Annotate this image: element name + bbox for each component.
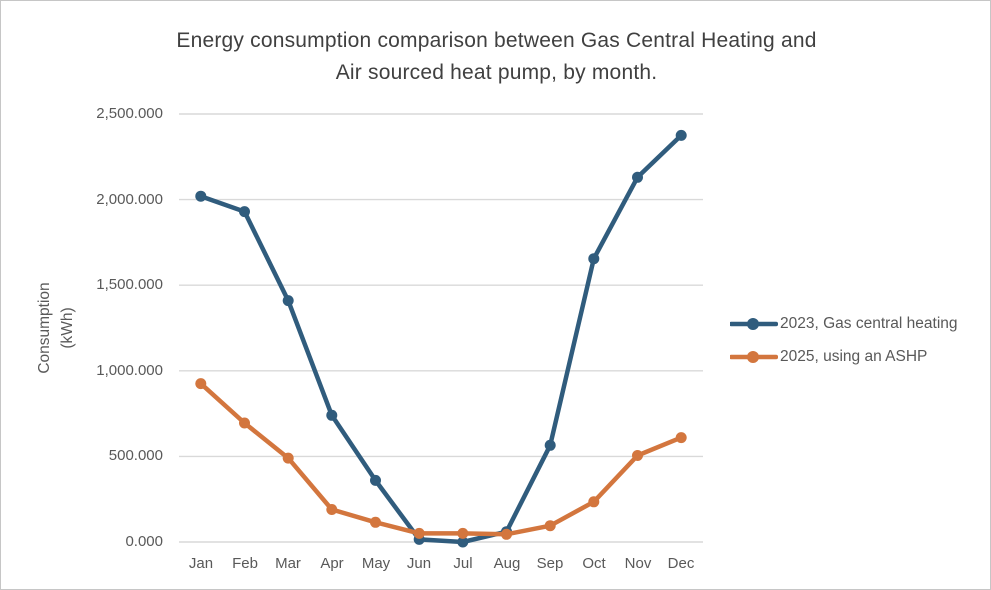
x-tick-label-Apr: Apr — [320, 555, 344, 572]
data-point-1-Oct — [588, 496, 600, 508]
data-point-0-Jan — [195, 190, 207, 202]
x-tick-label-Sep: Sep — [536, 555, 564, 572]
x-tick-label-Jul: Jul — [453, 555, 473, 572]
x-tick-label-Oct: Oct — [582, 555, 606, 572]
legend-label-0: 2023, Gas central heating — [780, 315, 958, 332]
y-tick-label-1000: 1,000.000 — [96, 362, 163, 379]
legend-dot — [747, 318, 759, 330]
data-point-1-Nov — [632, 450, 643, 461]
data-point-0-Apr — [326, 409, 338, 421]
data-point-1-Jun — [413, 527, 425, 539]
data-point-1-Dec — [675, 432, 687, 444]
chart-title-line-2: Air sourced heat pump, by month. — [335, 61, 658, 84]
y-tick-label-2500: 2,500.000 — [96, 105, 163, 122]
chart-title: Energy consumption comparison between Ga… — [1, 25, 990, 89]
legend-marker-icon — [730, 351, 778, 363]
series-line-0 — [198, 133, 684, 545]
x-tick-label-Jun: Jun — [406, 555, 432, 572]
legend-item-0: 2023, Gas central heating — [730, 313, 958, 335]
data-point-0-Jul — [457, 536, 469, 548]
data-point-1-May — [370, 516, 381, 528]
data-point-1-Feb — [239, 417, 250, 429]
y-tick-label-500: 500.000 — [108, 447, 163, 464]
legend-marker-icon — [730, 318, 778, 330]
y-tick-label-0: 0.000 — [125, 533, 163, 550]
data-point-1-Apr — [326, 504, 338, 515]
data-point-1-Jan — [195, 378, 207, 390]
data-point-1-Mar — [282, 452, 294, 464]
x-tick-label-Jan: Jan — [188, 555, 214, 572]
data-point-1-Sep — [544, 520, 556, 532]
data-point-0-Feb — [239, 206, 250, 218]
y-tick-label-1500: 1,500.000 — [96, 276, 163, 293]
data-point-1-Aug — [501, 528, 512, 540]
data-point-0-Dec — [675, 129, 687, 141]
x-tick-label-Mar: Mar — [275, 555, 301, 572]
x-tick-label-Dec: Dec — [667, 555, 695, 572]
x-tick-label-Feb: Feb — [232, 555, 258, 572]
chart-title-line-1: Energy consumption comparison between Ga… — [176, 29, 817, 52]
data-point-0-May — [370, 474, 381, 486]
data-point-1-Jul — [457, 527, 469, 539]
legend-label-1: 2025, using an ASHP — [780, 348, 928, 365]
legend-dot — [747, 351, 759, 363]
data-point-0-Mar — [282, 295, 294, 307]
x-tick-label-Aug: Aug — [493, 555, 521, 572]
data-point-0-Oct — [588, 253, 600, 265]
series-line-1 — [198, 381, 684, 537]
data-point-0-Sep — [544, 439, 556, 451]
data-point-0-Nov — [632, 171, 643, 183]
y-tick-label-2000: 2,000.000 — [96, 191, 163, 208]
x-tick-label-Nov: Nov — [624, 555, 652, 572]
x-tick-label-May: May — [361, 555, 391, 572]
legend-item-1: 2025, using an ASHP — [730, 346, 927, 368]
